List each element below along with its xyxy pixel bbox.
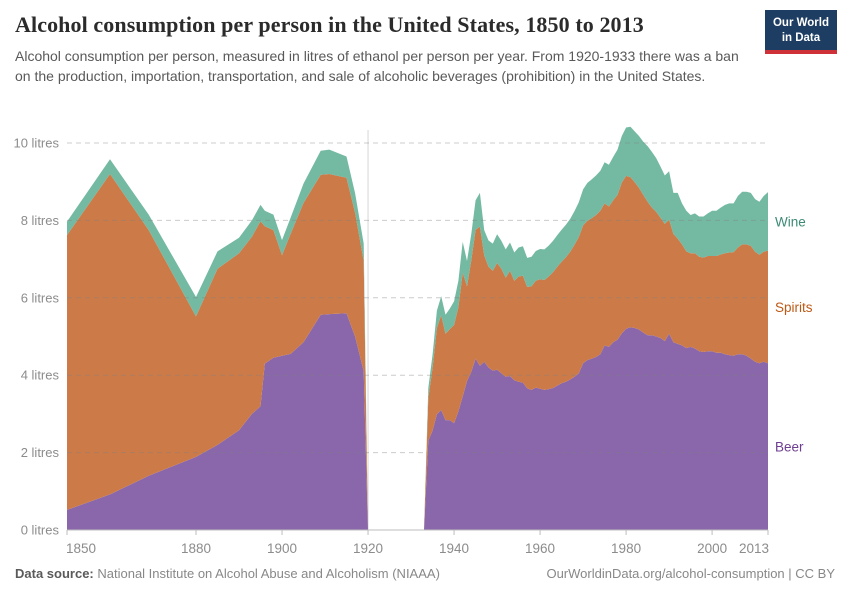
x-axis-tick-label: 1880	[181, 541, 211, 556]
y-axis-tick-label: 2 litres	[21, 445, 60, 460]
series-label-beer: Beer	[775, 440, 804, 455]
y-axis-tick-label: 4 litres	[21, 368, 60, 383]
data-source-label: Data source:	[15, 566, 94, 581]
y-axis-tick-label: 6 litres	[21, 290, 60, 305]
data-source: Data source: National Institute on Alcoh…	[15, 566, 440, 581]
stacked-area-chart[interactable]: 0 litres 2 litres 4 litres 6 litres 8 litres…	[0, 118, 850, 563]
x-axis-tick-label: 2000	[697, 541, 727, 556]
owid-logo-line1: Our World	[772, 17, 829, 29]
x-axis-tick-label: 1920	[353, 541, 383, 556]
area-spirits	[67, 174, 768, 530]
x-axis-tick-label: 1960	[525, 541, 555, 556]
x-axis-tick-label: 2013	[739, 541, 769, 556]
owid-logo[interactable]: Our World in Data	[764, 10, 837, 55]
y-axis-tick-label: 8 litres	[21, 213, 60, 228]
data-source-text: National Institute on Alcohol Abuse and …	[97, 566, 440, 581]
owid-logo-line2: in Data	[781, 31, 821, 44]
page-title: Alcohol consumption per person in the Un…	[15, 12, 644, 37]
series-label-spirits: Spirits	[775, 300, 813, 315]
area-beer	[67, 313, 768, 530]
y-axis-tick-label: 0 litres	[21, 523, 60, 538]
x-axis-tick-label: 1900	[267, 541, 297, 556]
chart-subtitle: Alcohol consumption per person, measured…	[15, 48, 739, 84]
x-axis-tick-label: 1980	[611, 541, 641, 556]
x-axis-tick-label: 1940	[439, 541, 469, 556]
series-label-wine: Wine	[775, 214, 806, 229]
y-axis-tick-label: 10 litres	[13, 136, 59, 151]
credit-text: OurWorldinData.org/alcohol-consumption |…	[546, 566, 835, 581]
chart-header: Alcohol consumption per person in the Un…	[15, 12, 760, 87]
x-axis-tick-label: 1850	[66, 541, 96, 556]
chart-footer: Data source: National Institute on Alcoh…	[0, 566, 850, 581]
